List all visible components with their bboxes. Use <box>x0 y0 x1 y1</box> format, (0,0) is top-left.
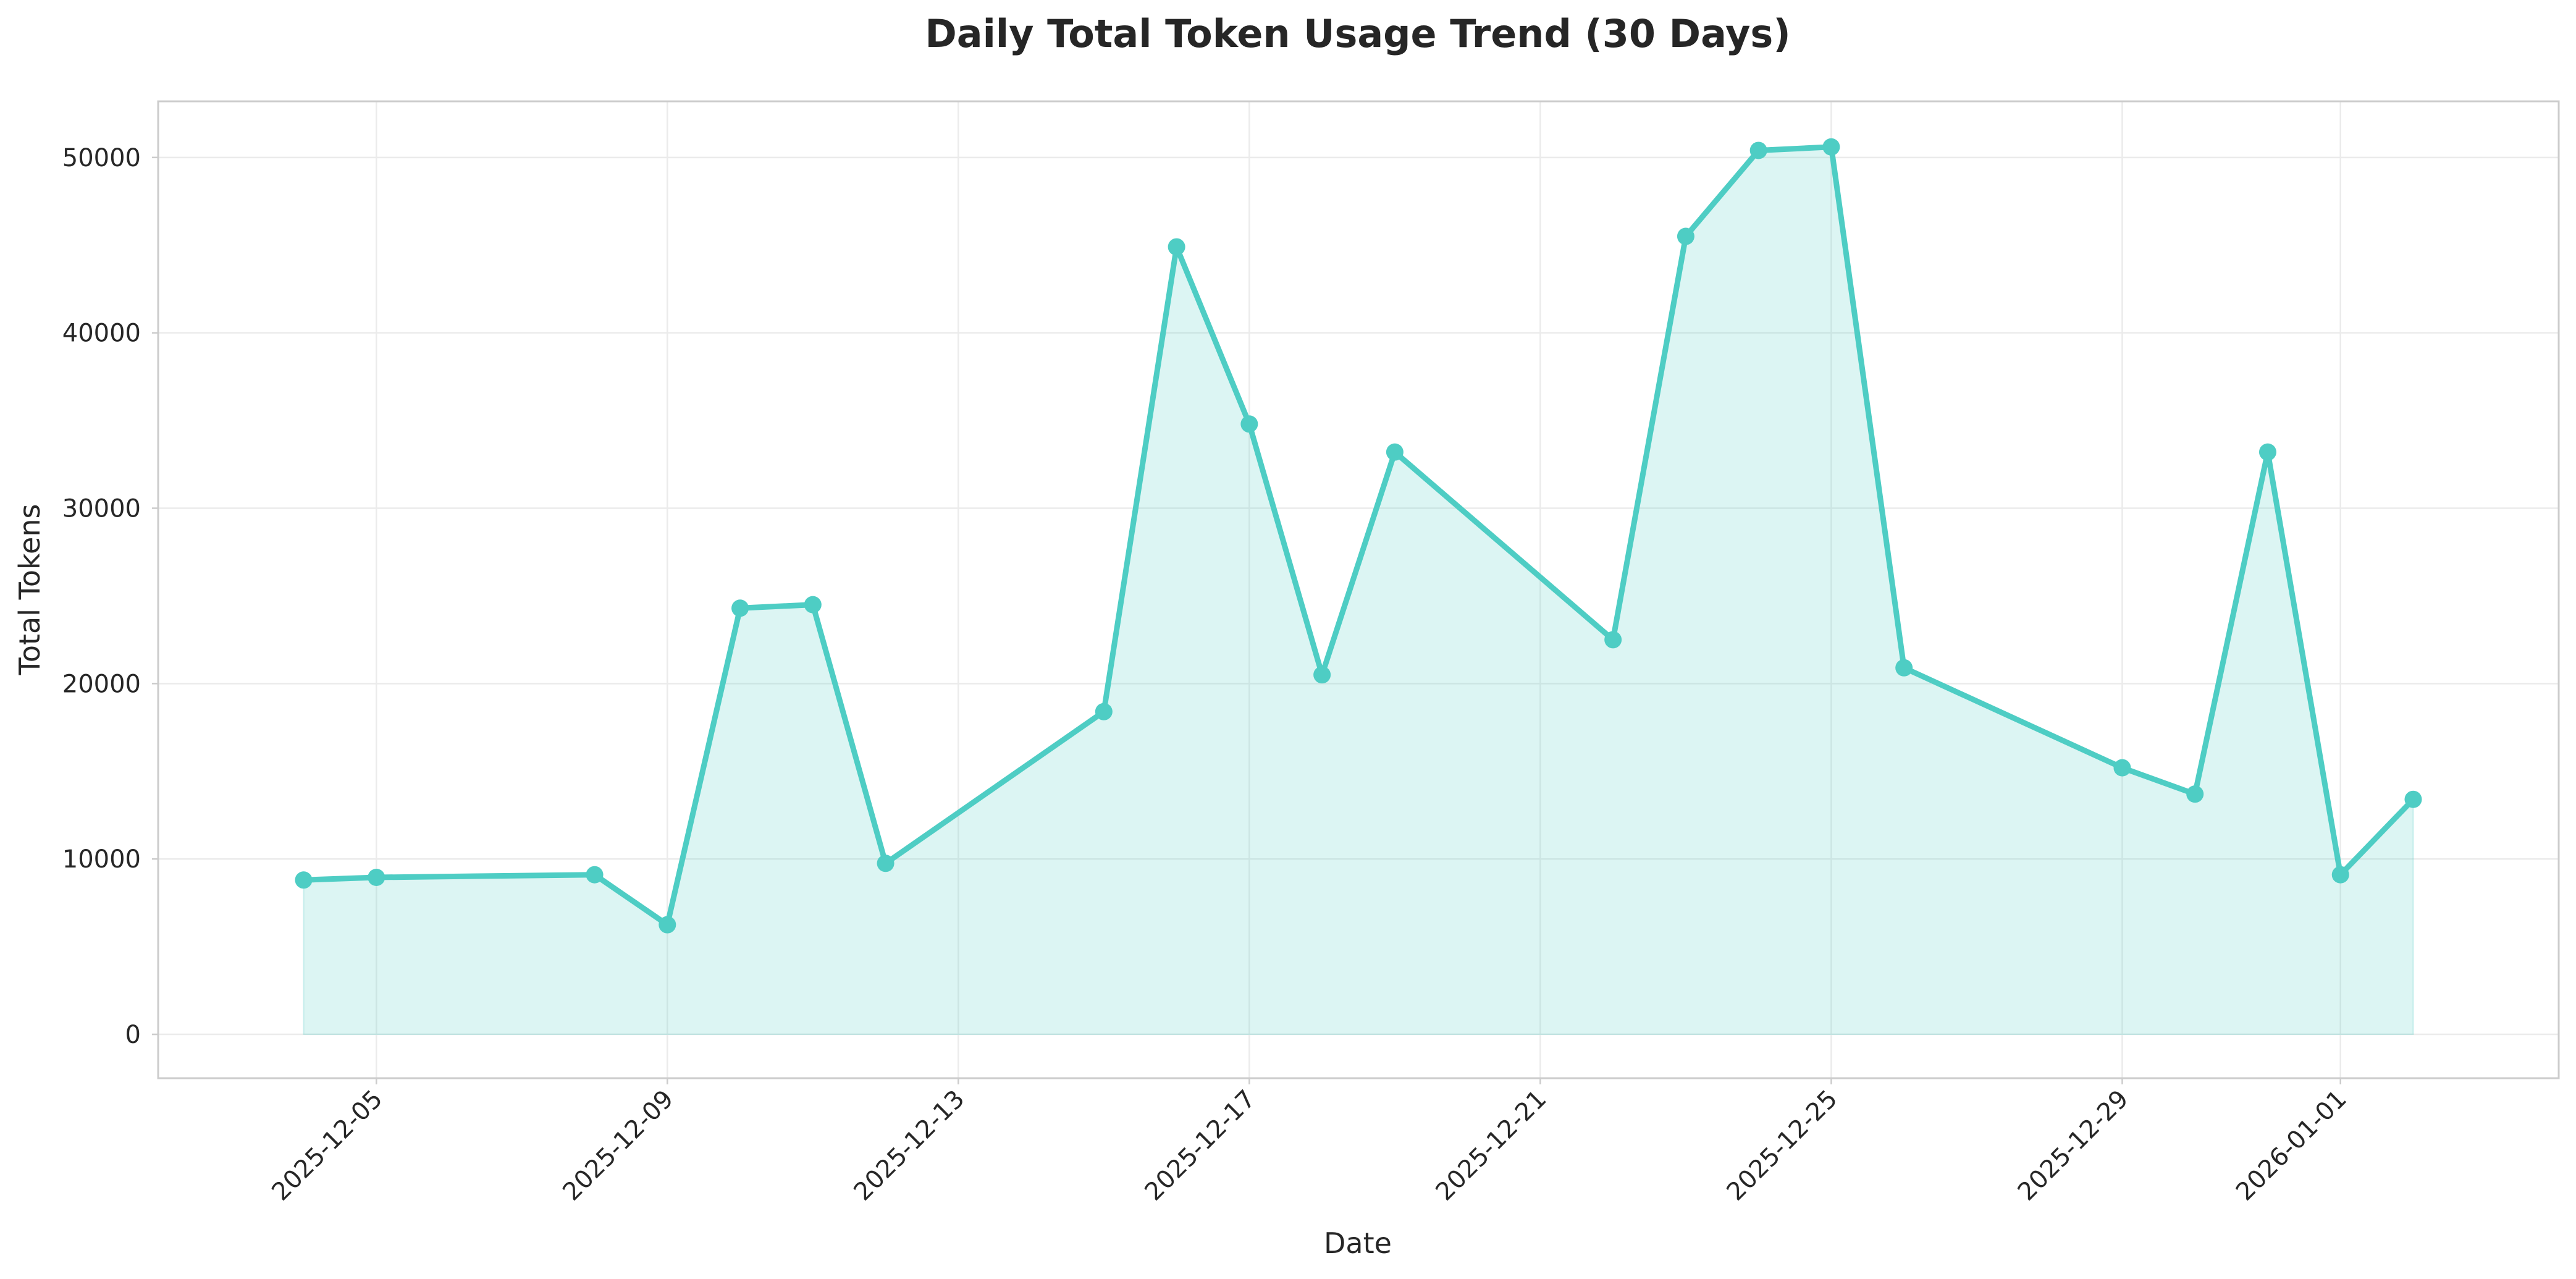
data-point <box>2258 443 2276 461</box>
data-point <box>1677 227 1694 245</box>
y-tick-label: 50000 <box>62 144 141 172</box>
data-point <box>731 599 749 617</box>
x-tick-label: 2025-12-25 <box>1722 1085 1843 1207</box>
data-point <box>1240 415 1258 433</box>
y-tick-label: 20000 <box>62 670 141 698</box>
data-point <box>368 869 385 887</box>
line-layer <box>301 144 2416 928</box>
x-tick-label: 2025-12-21 <box>1431 1085 1552 1207</box>
data-point <box>659 916 676 934</box>
data-point <box>586 866 604 884</box>
x-tick-label: 2025-12-17 <box>1140 1085 1261 1207</box>
data-point <box>1168 238 1185 256</box>
data-point <box>2331 866 2349 884</box>
data-point <box>804 596 822 614</box>
data-point <box>1313 666 1331 684</box>
point-layer <box>295 138 2422 934</box>
y-tick-label: 30000 <box>62 495 141 523</box>
plot-frame <box>157 100 2560 1079</box>
area-layer <box>303 146 2414 1036</box>
data-point <box>1822 138 1840 156</box>
x-axis-label: Date <box>1324 1226 1392 1260</box>
y-axis-ticks: 0 10000 20000 30000 40000 50000 <box>62 144 158 1049</box>
series-area-fill <box>303 146 2414 1036</box>
y-tick-label: 10000 <box>62 845 141 874</box>
data-point <box>877 855 894 872</box>
x-tick-label: 2025-12-05 <box>266 1085 388 1207</box>
data-point <box>1749 141 1767 159</box>
data-point <box>1386 443 1404 461</box>
y-tick-label: 0 <box>125 1021 141 1049</box>
data-point <box>2404 790 2422 808</box>
x-axis-ticks: 2025-12-05 2025-12-09 2025-12-13 2025-12-17… <box>266 1078 2352 1206</box>
y-axis-label: Total Tokens <box>13 504 46 676</box>
x-tick-label: 2026-01-01 <box>2231 1085 2352 1207</box>
grid <box>158 101 2559 1078</box>
x-tick-label: 2025-12-13 <box>848 1085 970 1207</box>
chart-title: Daily Total Token Usage Trend (30 Days) <box>925 11 1790 56</box>
data-point <box>2113 759 2131 777</box>
series-line <box>301 144 2416 928</box>
data-point <box>295 871 313 889</box>
data-point <box>1095 703 1113 720</box>
data-point <box>1604 631 1622 649</box>
data-point <box>2186 785 2204 803</box>
data-point <box>1895 659 1913 677</box>
y-tick-label: 40000 <box>62 319 141 348</box>
x-tick-label: 2025-12-29 <box>2013 1085 2134 1207</box>
x-tick-label: 2025-12-09 <box>557 1085 679 1207</box>
